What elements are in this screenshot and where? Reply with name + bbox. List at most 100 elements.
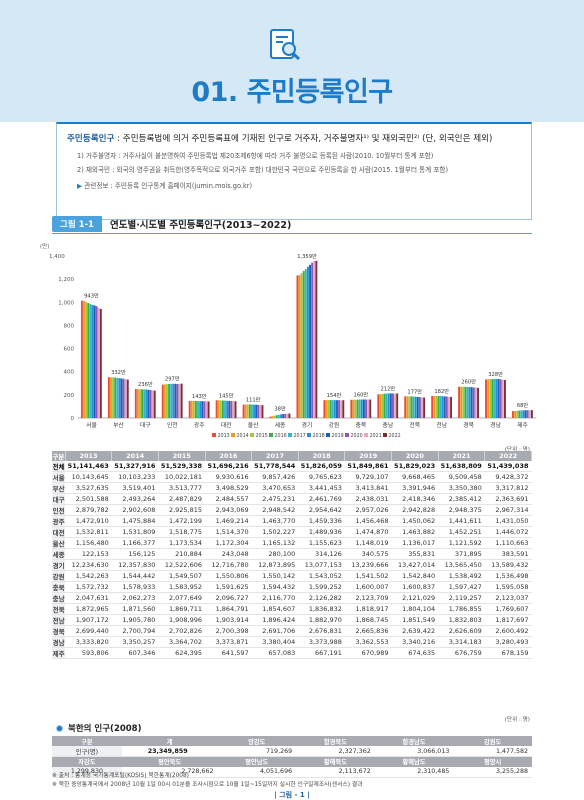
bar-2016	[195, 401, 197, 418]
value-cell: 2,385,412	[438, 493, 485, 505]
header-band	[0, 0, 584, 122]
value-cell: 51,141,463	[65, 461, 112, 472]
value-cell: 1,832,803	[438, 614, 485, 626]
north-header-cell: 강원도	[453, 736, 532, 746]
north-data-row-2: 1,299,830 2,728,662 4,051,696 2,113,672 2,31…	[52, 766, 532, 778]
value-cell: 1,469,214	[205, 515, 252, 527]
bar-2016	[491, 378, 494, 418]
value-cell: 1,578,933	[111, 581, 159, 593]
value-cell: 1,543,052	[298, 570, 345, 582]
data-label: 236만	[138, 380, 153, 388]
bar-2014	[190, 400, 193, 418]
bar-2022	[342, 400, 345, 418]
bar-2018	[145, 389, 148, 418]
bar-2015	[139, 389, 141, 418]
bar-2015	[112, 377, 115, 418]
legend-label: 2019	[332, 433, 344, 439]
value-cell: 1,441,611	[438, 515, 485, 527]
bar-2020	[499, 379, 502, 418]
value-cell: 3,380,404	[251, 636, 299, 648]
x-tick-label: 강원	[329, 421, 340, 429]
x-tick-label: 울산	[248, 421, 259, 429]
region-cell: 전체	[52, 461, 66, 472]
bar-2020	[418, 397, 421, 418]
bar-2019	[470, 387, 473, 418]
bar-2018	[495, 378, 498, 418]
bar-2020	[338, 400, 341, 418]
value-cell: 1,851,549	[391, 614, 439, 626]
bar-2020	[311, 262, 314, 418]
legend-label: 2017	[294, 433, 306, 439]
bar-2022	[315, 260, 318, 418]
definition-reference: ▶ 관련정보 : 주민등록 인구통계 홈페이지(jumin.mois.go.kr…	[77, 180, 521, 190]
table-row: 경기 12,234,630 12,357,830 12,522,606 12,716,7…	[52, 559, 532, 571]
value-cell: 51,327,916	[111, 461, 159, 472]
document-search-icon	[270, 29, 301, 61]
bar-2019	[497, 379, 500, 418]
bar-2021	[313, 261, 316, 418]
data-label: 943만	[84, 292, 99, 300]
bar-2022	[153, 390, 156, 418]
bar-2015	[408, 396, 411, 418]
bar-2018	[468, 387, 471, 418]
value-cell: 3,513,777	[158, 482, 206, 494]
value-cell: 2,676,831	[298, 625, 345, 637]
x-tick-label: 충남	[382, 421, 393, 429]
bar-2017	[116, 377, 119, 418]
bar-2019	[443, 396, 446, 418]
value-cell: 13,565,450	[438, 559, 485, 571]
bar-2017	[224, 400, 226, 418]
legend-swatch	[364, 433, 368, 437]
bar-2020	[284, 413, 287, 418]
table-row: 전남 1,907,172 1,905,780 1,908,996 1,903,914 1,…	[52, 614, 532, 626]
bar-2013	[80, 300, 83, 418]
bar-2019	[147, 389, 150, 418]
value-cell: 3,519,401	[111, 482, 159, 494]
bar-2014	[298, 275, 301, 418]
region-cell: 충북	[52, 581, 66, 593]
value-cell: 2,967,314	[484, 504, 532, 516]
value-cell: 51,778,544	[251, 461, 299, 472]
region-cell: 충남	[52, 592, 66, 604]
value-cell: 156,125	[111, 548, 159, 560]
column-header: 2021	[438, 451, 486, 461]
bar-2013	[296, 275, 299, 418]
value-cell: 1,542,840	[391, 570, 439, 582]
value-cell: 1,459,336	[298, 515, 345, 527]
data-label: 68만	[517, 401, 529, 409]
bar-2016	[356, 399, 359, 418]
value-cell: 2,702,826	[158, 625, 206, 637]
value-cell: 9,857,426	[251, 471, 299, 483]
reference-link[interactable]: 관련정보 : 주민등록 인구통계 홈페이지(jumin.mois.go.kr)	[84, 182, 253, 190]
value-cell: 624,395	[158, 647, 206, 659]
value-cell: 1,502,227	[251, 526, 299, 538]
value-cell: 1,110,663	[484, 537, 532, 549]
value-cell: 1,595,058	[484, 581, 532, 593]
value-cell: 1,456,468	[344, 515, 392, 527]
north-value-cell: 2,327,362	[296, 746, 375, 757]
bar-2015	[381, 393, 384, 418]
data-label: 332만	[111, 368, 126, 376]
bar-2022	[369, 399, 372, 418]
bar-2021	[340, 400, 343, 418]
bar-2016	[275, 415, 278, 418]
value-cell: 2,699,440	[65, 625, 112, 637]
value-cell: 51,826,059	[298, 461, 345, 472]
bar-2021	[286, 413, 289, 418]
bar-2013	[134, 389, 137, 418]
value-cell: 355,831	[391, 548, 439, 560]
value-cell: 12,234,630	[65, 559, 112, 571]
bar-2020	[526, 410, 529, 418]
value-cell: 3,498,529	[205, 482, 252, 494]
bar-2018	[253, 404, 256, 418]
definition-text: : 주민등록법에 의거 주민등록표에 기재된 인구로 거주자, 거주불명자¹⁾ …	[114, 134, 493, 144]
table-row: 충남 2,047,631 2,062,273 2,077,649 2,096,727 2,…	[52, 592, 532, 604]
table-row: 인천 2,879,782 2,902,608 2,925,815 2,943,069 2,…	[52, 504, 532, 516]
bar-2014	[406, 396, 409, 418]
value-cell: 1,591,625	[205, 581, 252, 593]
value-cell: 51,439,038	[484, 461, 532, 472]
column-header: 구분	[52, 451, 66, 461]
legend-label: 2015	[256, 433, 268, 439]
value-cell: 9,930,616	[205, 471, 252, 483]
value-cell: 1,446,072	[484, 526, 532, 538]
